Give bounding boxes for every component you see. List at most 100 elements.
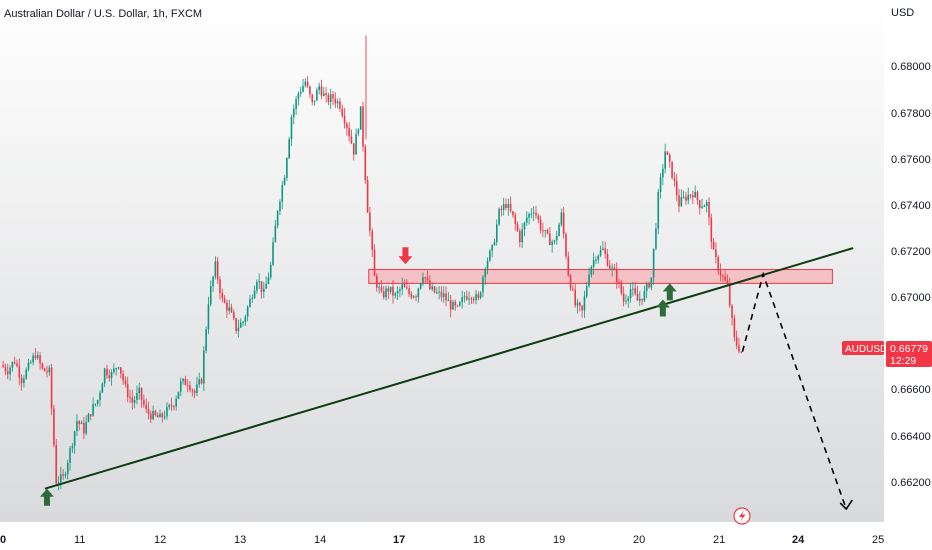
candle-body	[565, 234, 567, 257]
candle-body	[539, 219, 542, 231]
candle-body	[258, 281, 261, 283]
candle-body	[489, 250, 491, 261]
candle-body	[668, 154, 671, 162]
candle-body	[733, 317, 736, 338]
candle-body	[424, 277, 427, 279]
candle-body	[394, 293, 397, 296]
candle-body	[343, 115, 346, 124]
candle-body	[103, 368, 106, 384]
time-tick: 11	[74, 534, 85, 546]
candle-body	[514, 215, 517, 224]
candle-body	[346, 123, 348, 128]
candle-body	[431, 286, 434, 290]
candle-body	[738, 345, 740, 352]
projection-path[interactable]	[741, 271, 853, 511]
lightning-icon[interactable]	[733, 507, 751, 525]
candle-body	[472, 298, 475, 301]
candle-body	[507, 203, 510, 208]
candle-body	[246, 306, 249, 317]
candle-body	[719, 270, 722, 276]
candle-body	[537, 215, 540, 220]
candle-body	[572, 288, 574, 290]
candle-body	[728, 284, 731, 306]
candle-body	[366, 180, 369, 213]
candle-body	[389, 286, 392, 292]
price-axis[interactable]: 0.68000 0.67800 0.67600 0.67400 0.67200 …	[891, 61, 931, 489]
candle-body	[256, 281, 258, 291]
projection-arrowhead	[839, 499, 853, 511]
candle-body	[726, 280, 729, 285]
price-axis-background	[884, 0, 932, 522]
trendline[interactable]	[44, 247, 854, 490]
candle-body	[299, 91, 302, 94]
candle-body	[30, 362, 32, 364]
candle-body	[380, 287, 383, 292]
candle-body	[34, 355, 37, 359]
candle-body	[551, 241, 553, 245]
candle-body	[588, 274, 590, 287]
candle-body	[152, 410, 154, 420]
candle-body	[69, 448, 71, 463]
candle-body	[685, 196, 687, 201]
candle-body	[189, 385, 191, 391]
candle-body	[145, 404, 147, 409]
candle-body	[579, 302, 581, 306]
candle-body	[608, 265, 611, 269]
candle-body	[643, 290, 646, 301]
candle-body	[710, 217, 713, 242]
candle-body	[456, 305, 459, 307]
candle-body	[235, 318, 237, 332]
candle-body	[191, 390, 194, 392]
candle-body	[329, 94, 332, 103]
time-axis[interactable]: 0 11 12 13 14 17 18 19 20 21 24 25	[0, 534, 884, 546]
candle-body	[50, 367, 53, 409]
candle-body	[230, 307, 233, 313]
candle-body	[369, 212, 371, 231]
candle-body	[555, 235, 558, 241]
candle-body	[712, 241, 715, 250]
candle-body	[184, 378, 187, 386]
candle-body	[175, 398, 177, 407]
candle-body	[129, 396, 131, 398]
price-tick: 0.67200	[891, 246, 931, 258]
candle-body	[682, 196, 685, 198]
candle-body	[309, 86, 311, 95]
candle-body	[214, 261, 217, 277]
candle-body	[83, 422, 85, 434]
candle-body	[493, 242, 496, 246]
time-tick: 25	[872, 534, 884, 546]
candle-body	[422, 277, 424, 284]
candle-body	[251, 298, 254, 300]
candle-body	[461, 297, 463, 303]
candle-body	[447, 300, 450, 302]
candle-body	[149, 413, 152, 420]
candle-body	[687, 194, 690, 201]
candle-body	[228, 307, 231, 311]
candle-body	[46, 371, 48, 373]
candle-body	[53, 408, 55, 446]
candle-body	[253, 290, 256, 299]
candle-body	[357, 129, 360, 134]
candle-body	[675, 181, 678, 196]
candle-body	[221, 293, 224, 299]
candle-body	[498, 208, 500, 225]
candle-body	[101, 383, 104, 393]
candle-body	[553, 240, 556, 242]
candle-body	[267, 277, 270, 284]
candle-body	[322, 93, 325, 96]
price-tag-price: 0.66779	[890, 343, 928, 355]
candle-body	[297, 93, 300, 99]
candle-body	[468, 298, 470, 300]
candle-body	[724, 276, 726, 281]
candle-body	[16, 363, 18, 367]
candle-body	[48, 367, 51, 373]
price-tag-symbol: AUDUSD	[845, 344, 887, 355]
candle-body	[60, 474, 62, 483]
candle-body	[715, 249, 717, 258]
candle-body	[694, 191, 696, 198]
candle-body	[203, 350, 205, 384]
candle-body	[186, 385, 189, 387]
candle-body	[2, 365, 4, 367]
arrow-down-icon	[398, 247, 413, 265]
